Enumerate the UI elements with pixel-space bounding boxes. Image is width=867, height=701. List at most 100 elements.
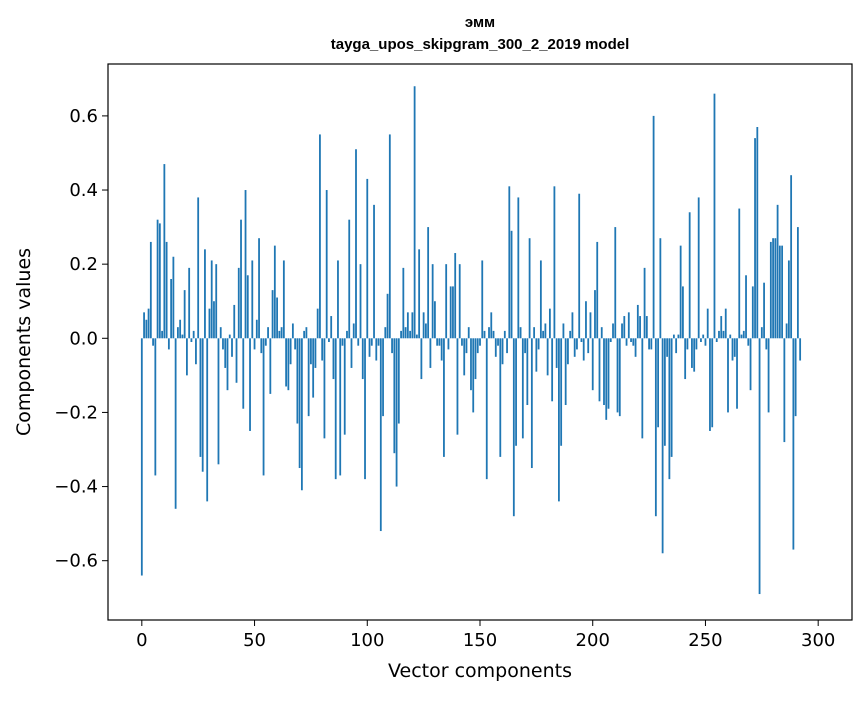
bar bbox=[751, 286, 754, 339]
bar bbox=[219, 327, 222, 339]
bar bbox=[373, 204, 375, 339]
bar bbox=[657, 338, 660, 428]
bar bbox=[384, 327, 387, 339]
bar bbox=[312, 338, 315, 398]
bar bbox=[774, 238, 777, 339]
bar bbox=[199, 338, 202, 457]
bar bbox=[756, 127, 759, 339]
x-tick-label: 50 bbox=[243, 630, 266, 651]
bar bbox=[382, 338, 384, 417]
bar bbox=[711, 338, 714, 428]
bar bbox=[587, 338, 590, 354]
bar bbox=[226, 338, 229, 391]
bar bbox=[224, 338, 227, 368]
bar bbox=[760, 327, 763, 339]
bar bbox=[718, 330, 720, 339]
bar bbox=[208, 308, 211, 339]
bar bbox=[379, 338, 382, 532]
bar bbox=[307, 338, 310, 417]
bar bbox=[627, 312, 630, 339]
ticks-layer: 0 50 100 150 200 250 300 −0.6 −0.4 −0.2 0.0 0.2 0.4 0… bbox=[54, 106, 835, 651]
bar bbox=[700, 338, 702, 342]
bar bbox=[745, 275, 747, 339]
bar bbox=[533, 327, 536, 339]
bar bbox=[183, 290, 186, 339]
bar bbox=[465, 338, 468, 354]
bar bbox=[461, 338, 463, 346]
bar bbox=[253, 338, 256, 350]
bar bbox=[271, 290, 274, 339]
bar bbox=[377, 338, 380, 346]
bar bbox=[143, 312, 145, 339]
bar bbox=[790, 175, 793, 339]
bar bbox=[494, 338, 497, 357]
bar bbox=[521, 338, 524, 439]
bar bbox=[235, 338, 238, 383]
bar bbox=[314, 338, 317, 368]
bar bbox=[625, 338, 628, 346]
bar bbox=[443, 338, 445, 457]
bar bbox=[165, 241, 168, 339]
bar bbox=[787, 260, 790, 339]
bar bbox=[697, 197, 700, 339]
bar bbox=[350, 338, 353, 368]
bar bbox=[170, 278, 173, 339]
bar bbox=[215, 264, 218, 339]
bar bbox=[481, 260, 484, 339]
bar bbox=[249, 338, 251, 431]
bar bbox=[440, 338, 443, 361]
bar bbox=[722, 330, 725, 339]
x-tick-label: 250 bbox=[688, 630, 722, 651]
bar bbox=[598, 338, 601, 402]
bar bbox=[650, 338, 653, 350]
bar bbox=[576, 338, 578, 350]
bars-layer bbox=[140, 86, 802, 595]
bar bbox=[691, 338, 693, 368]
bar bbox=[776, 204, 779, 339]
bar bbox=[222, 338, 224, 350]
bar bbox=[652, 115, 655, 339]
y-tick-label: 0.2 bbox=[69, 254, 98, 275]
bar bbox=[176, 327, 179, 339]
bar bbox=[763, 282, 765, 339]
bar bbox=[280, 327, 283, 339]
x-tick-label: 0 bbox=[136, 630, 147, 651]
bar bbox=[278, 330, 281, 339]
bar bbox=[539, 260, 542, 339]
bar bbox=[772, 238, 774, 339]
bar bbox=[267, 327, 269, 339]
bar bbox=[397, 338, 400, 424]
bar bbox=[564, 338, 567, 406]
bar bbox=[596, 241, 599, 339]
bar bbox=[555, 338, 558, 368]
bar bbox=[359, 264, 362, 339]
bar bbox=[648, 338, 650, 350]
bar bbox=[348, 219, 351, 339]
bar bbox=[206, 338, 209, 502]
bar bbox=[605, 338, 608, 420]
bar bbox=[636, 304, 639, 339]
bar bbox=[607, 338, 610, 409]
bar bbox=[600, 327, 603, 339]
bar bbox=[585, 301, 587, 339]
bar bbox=[603, 338, 605, 406]
bar bbox=[551, 338, 554, 402]
bar bbox=[163, 164, 166, 339]
bar bbox=[792, 338, 795, 550]
bar bbox=[276, 297, 278, 339]
bar bbox=[736, 338, 738, 409]
bar bbox=[449, 286, 452, 339]
bar bbox=[785, 323, 788, 339]
bar bbox=[727, 338, 729, 413]
bar bbox=[429, 338, 432, 368]
bar bbox=[740, 334, 743, 339]
bar bbox=[264, 338, 267, 346]
bar bbox=[713, 93, 716, 339]
bar bbox=[560, 338, 563, 446]
bar bbox=[621, 323, 623, 339]
bar bbox=[210, 260, 213, 339]
bar bbox=[715, 338, 718, 342]
x-tick-label: 100 bbox=[350, 630, 384, 651]
bar bbox=[298, 338, 301, 469]
